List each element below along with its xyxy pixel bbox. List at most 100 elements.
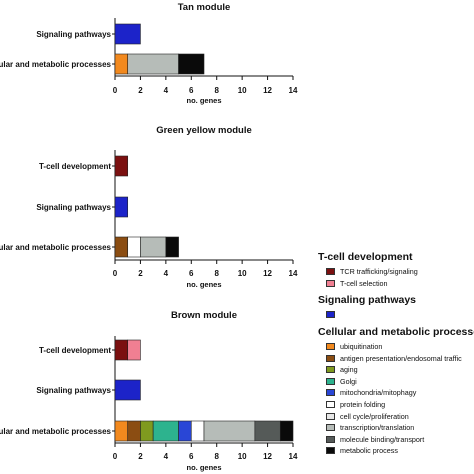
legend-swatch [326,268,335,276]
x-tick-label: 14 [289,269,298,278]
legend-swatch [326,366,335,374]
legend-label: cell cycle/proliferation [340,411,409,421]
legend-group-title: Signaling pathways [318,294,417,307]
legend-swatch [326,447,335,455]
x-tick-label: 6 [189,452,194,461]
legend-group: Cellular and metabolic processes ubiquiti… [318,325,474,457]
legend-swatch [326,311,335,319]
bar-segment [254,420,281,442]
bar-segment [114,23,141,45]
legend-item: mitochondria/mitophagy [326,387,474,399]
legend-label: transcription/translation [340,423,415,433]
legend-item: antigen presentation/endosomal traffic [326,352,474,364]
legend-label: ubiquitination [340,342,383,352]
legend-item: molecule binding/transport [326,434,474,446]
legend-label: T-cell selection [340,278,388,288]
legend-swatch [326,401,335,409]
category-label: T-cell development [39,346,111,355]
x-tick-label: 2 [138,86,143,95]
legend-item: Golgi [326,376,474,388]
chart-panel-2: Green yellow module T-cell development Sig… [0,125,298,289]
x-tick-label: 12 [263,86,272,95]
legend-swatch [326,343,335,351]
legend-swatch [326,279,335,287]
legend-swatch [326,424,335,432]
x-tick-label: 4 [164,86,169,95]
category-label: T-cell development [39,162,111,171]
x-tick-label: 14 [289,452,298,461]
legend-swatch [326,377,335,385]
legend-label: protein folding [340,400,386,410]
legend-group: Signaling pathways [318,293,474,321]
legend-label: mitochondria/mitophagy [340,388,417,398]
x-tick-label: 0 [113,269,118,278]
x-tick-label: 10 [238,452,247,461]
bar-segment [127,236,141,258]
bar-segment [114,339,129,361]
x-axis-label: no. genes [186,280,221,289]
chart-title: Brown module [171,310,237,321]
x-tick-label: 8 [214,452,219,461]
legend-item [326,309,474,321]
legend-swatch [326,412,335,420]
legend-item: cell cycle/proliferation [326,410,474,422]
legend-label: molecule binding/transport [340,434,425,444]
legend-group-title: T-cell development [318,251,413,263]
x-tick-label: 10 [238,269,247,278]
category-label: Signaling pathways [36,30,111,39]
bar-segment [127,339,141,361]
x-tick-label: 6 [189,86,194,95]
category-label: ular and metabolic processes [0,60,112,69]
chart-panel-3: Brown module T-cell development Signaling … [0,310,298,472]
bar-segment [127,53,179,75]
chart-title: Green yellow module [156,125,252,136]
legend-label: Golgi [340,376,357,386]
bar-segment [114,236,129,258]
bar-segment [140,420,154,442]
x-axis-label: no. genes [186,96,221,105]
legend-group: T-cell development TCR trafficking/signal… [318,250,474,289]
x-tick-label: 10 [238,86,247,95]
legend-item: transcription/translation [326,422,474,434]
x-tick-label: 0 [113,452,118,461]
x-tick-label: 4 [164,452,169,461]
bar-segment [279,420,294,442]
legend-label: antigen presentation/endosomal traffic [340,353,462,363]
legend-item: protein folding [326,399,474,411]
legend-label: aging [340,365,358,375]
bar-segment [114,53,129,75]
legend-item: T-cell selection [326,278,474,290]
chart-panel-1: Tan module Signaling pathways ular and met… [0,2,298,105]
category-label: Signaling pathways [36,203,111,212]
x-tick-label: 8 [214,86,219,95]
chart-title: Tan module [178,2,231,13]
legend-swatch [326,389,335,397]
x-tick-label: 6 [189,269,194,278]
bar-segment [114,196,129,218]
legend-group-title: Cellular and metabolic processes [318,325,474,338]
bar-segment [203,420,256,442]
x-axis-label: no. genes [186,463,221,472]
category-label: ular and metabolic processes [0,427,112,436]
legend-swatch [326,435,335,443]
legend-item: ubiquitination [326,341,474,353]
bar-segment [165,236,179,258]
x-tick-label: 4 [164,269,169,278]
legend-item: metabolic process [326,445,474,457]
legend-label: TCR trafficking/signaling [340,267,418,277]
x-tick-label: 0 [113,86,118,95]
category-label: ular and metabolic processes [0,243,112,252]
bar-segment [190,420,205,442]
legend-item: TCR trafficking/signaling [326,266,474,278]
bar-segment [114,420,129,442]
category-label: Signaling pathways [36,386,111,395]
x-tick-label: 2 [138,452,143,461]
legend-item: aging [326,364,474,376]
x-tick-label: 2 [138,269,143,278]
x-tick-label: 8 [214,269,219,278]
bar-segment [140,236,167,258]
legend-label: metabolic process [340,446,398,456]
x-tick-label: 12 [263,452,272,461]
legend-swatch [326,354,335,362]
